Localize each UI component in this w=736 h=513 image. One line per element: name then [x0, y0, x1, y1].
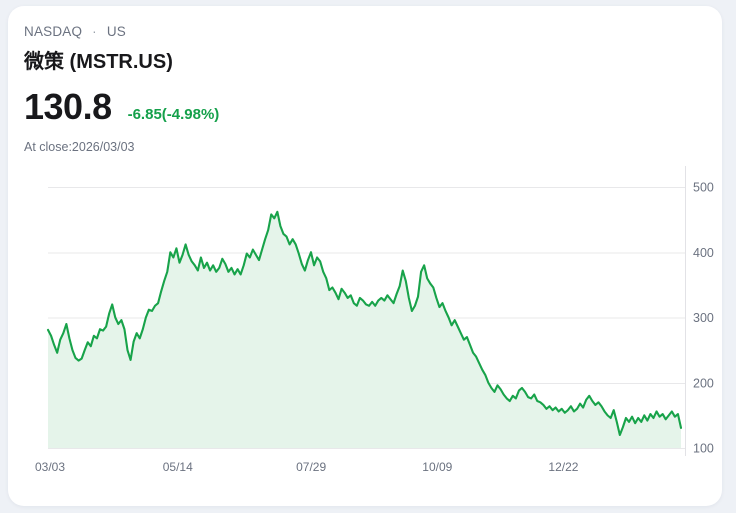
x-tick-label: 03/03: [35, 460, 65, 474]
market-region: US: [106, 24, 126, 39]
y-axis-labels: 100 200 300 400 500: [693, 181, 714, 456]
x-tick-label: 05/14: [163, 460, 193, 474]
y-tick-label: 500: [693, 181, 714, 195]
last-price: 130.8: [24, 86, 112, 127]
y-tick-label: 400: [693, 246, 714, 260]
y-tick-label: 200: [693, 376, 714, 390]
at-close-timestamp: At close:2026/03/03: [24, 140, 135, 154]
price-line: [46, 210, 683, 436]
exchange-name: NASDAQ: [24, 24, 83, 39]
price-chart-svg[interactable]: 100 200 300 400 500 03/03 05/14 07/29 10/09 12/2…: [8, 166, 722, 486]
x-tick-label: 10/09: [422, 460, 452, 474]
y-tick-label: 100: [693, 442, 714, 456]
bullet-separator-icon: ·: [92, 24, 97, 39]
price-chart[interactable]: 100 200 300 400 500 03/03 05/14 07/29 10/09 12/2…: [8, 166, 722, 486]
stock-quote-card: NASDAQ · US 微策 (MSTR.US) 130.8 -6.85(-4.…: [8, 6, 722, 506]
exchange-info: NASDAQ · US: [24, 24, 126, 39]
price-row: 130.8 -6.85(-4.98%): [24, 86, 219, 128]
x-tick-label: 07/29: [296, 460, 326, 474]
price-change: -6.85(-4.98%): [127, 106, 220, 123]
y-tick-label: 300: [693, 311, 714, 325]
x-tick-label: 12/22: [548, 460, 578, 474]
x-axis-labels: 03/03 05/14 07/29 10/09 12/22: [35, 460, 579, 474]
page-title: 微策 (MSTR.US): [24, 51, 173, 73]
